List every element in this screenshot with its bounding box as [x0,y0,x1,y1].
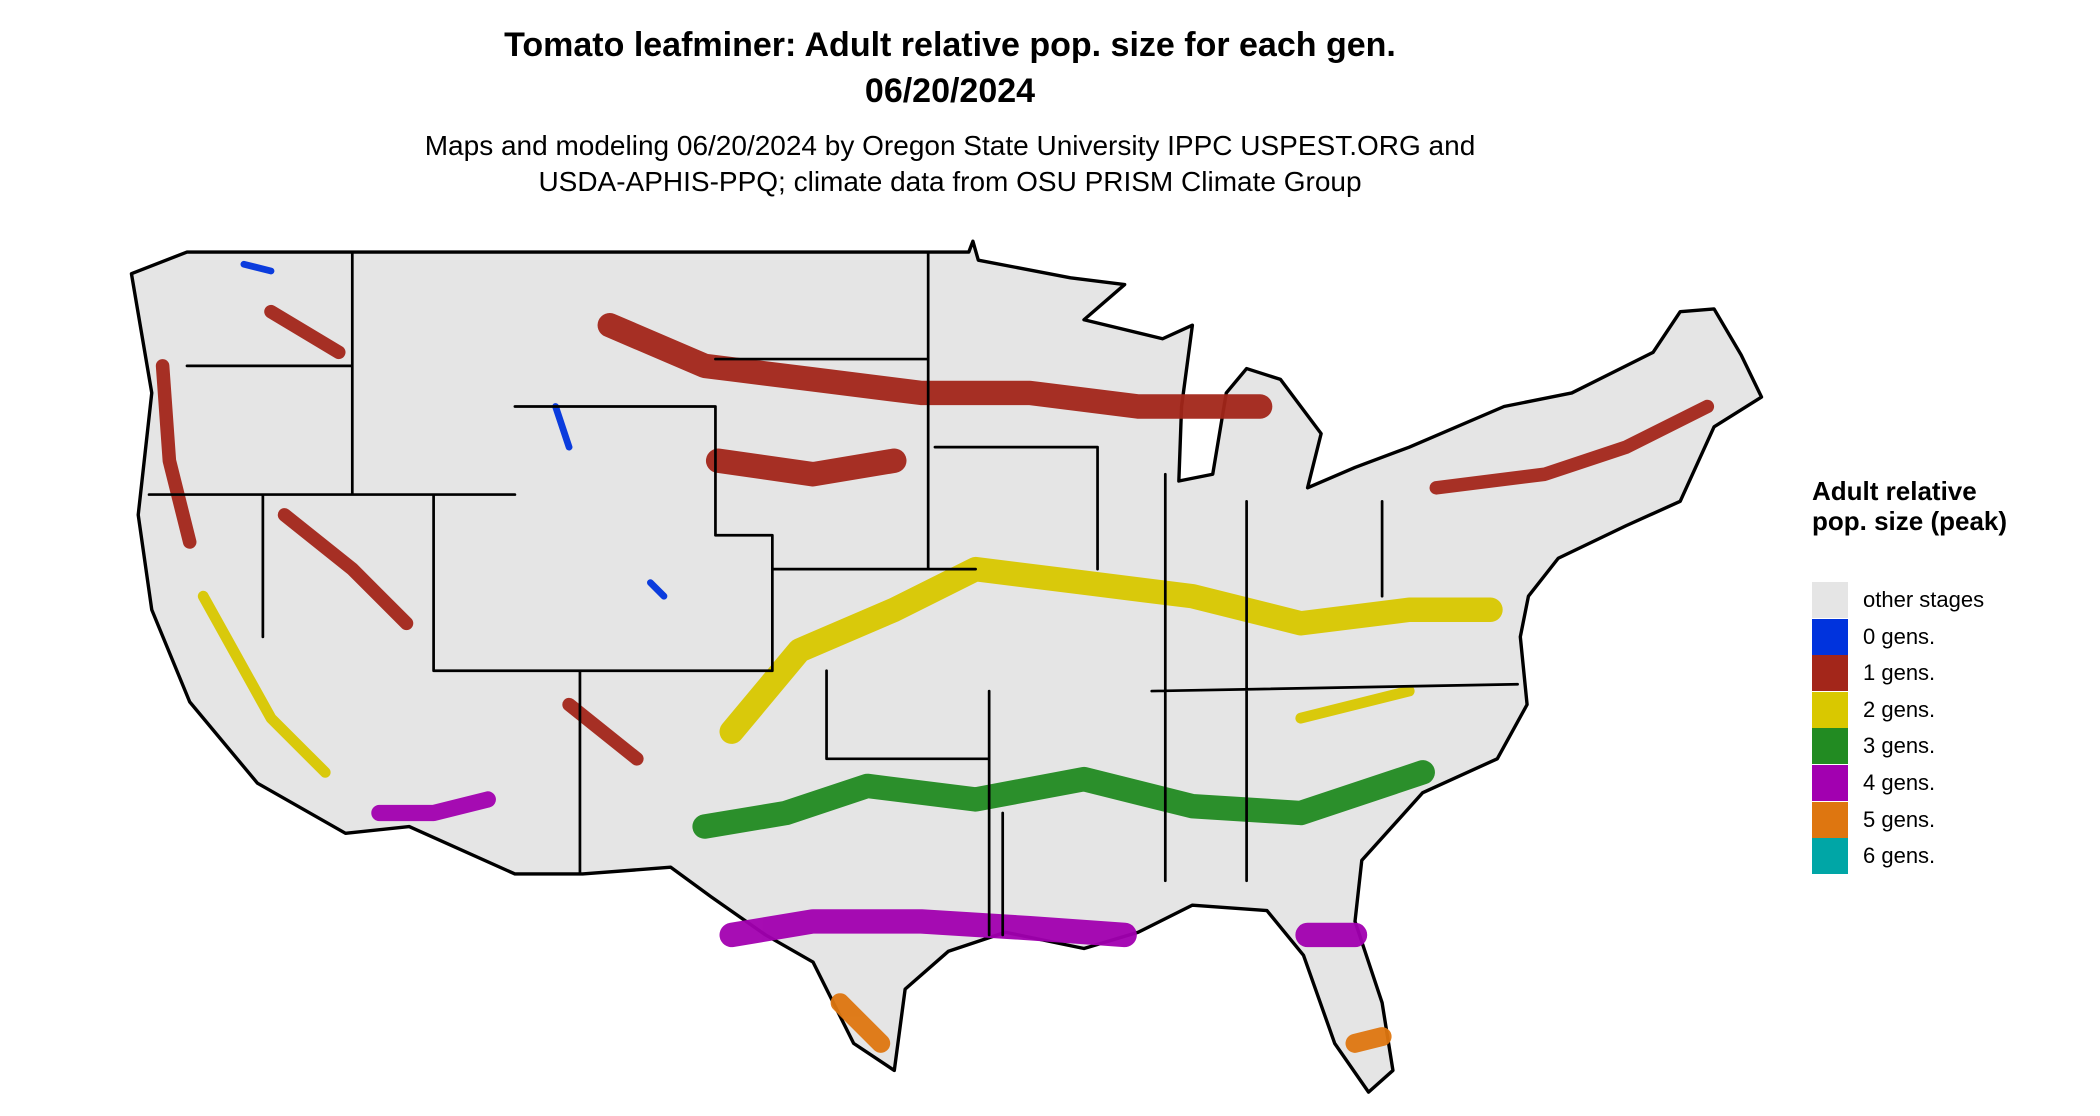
legend-swatch [1812,765,1848,801]
zone-4 [719,909,1368,948]
legend-item: 1 gens. [1812,655,1936,692]
zone-2 [719,556,1503,744]
zone-1 [705,448,907,487]
title: 06/20/2024 [864,72,1036,110]
legend-item: 6 gens. [1812,838,1936,875]
subtitle: USDA-APHIS-PPQ; climate data from OSU PR… [538,166,1362,197]
legend-label: 4 gens. [1863,770,1936,795]
legend-swatch [1812,801,1848,838]
legend-label: 3 gens. [1863,733,1936,759]
state-lines [147,250,1519,937]
legend-label: 1 gens. [1863,660,1936,686]
title: Tomato leafminer: Adult relative pop. si… [504,26,1396,64]
zone-0 [240,260,668,600]
legend-title: Adult relative pop. size (peak) [1812,476,2008,536]
us-outline [129,239,1764,1094]
map [129,239,1764,1094]
legend-label: other stages [1863,587,1985,612]
legend-label: 5 gens. [1863,806,1936,832]
state-border [147,250,1519,937]
legend-item: other stages [1812,582,1984,618]
legend-label: 0 gens. [1863,623,1936,649]
legend-swatch [1812,582,1848,618]
zone-5 [830,993,1392,1053]
legend-item: 3 gens. [1812,728,1936,765]
legend-swatch [1812,691,1848,728]
zone-4 [371,791,496,822]
zones [155,260,1715,1053]
legend-label: 2 gens. [1863,696,1936,722]
legend-swatch [1812,838,1848,875]
legend-label: 6 gens. [1863,843,1936,869]
zone-1 [597,313,1273,419]
legend-swatch [1812,655,1848,692]
legend-item: 5 gens. [1812,801,1936,838]
legend-swatch [1812,728,1848,765]
zone-3 [692,760,1435,839]
subtitle: Maps and modeling 06/20/2024 by Oregon S… [424,130,1476,161]
legend-item: 2 gens. [1812,691,1936,728]
legend-item: 4 gens. [1812,765,1935,801]
zone-2 [197,590,1415,778]
legend-item: 0 gens. [1812,618,1936,655]
legend-swatch [1812,618,1848,655]
zone-1 [155,304,1715,766]
